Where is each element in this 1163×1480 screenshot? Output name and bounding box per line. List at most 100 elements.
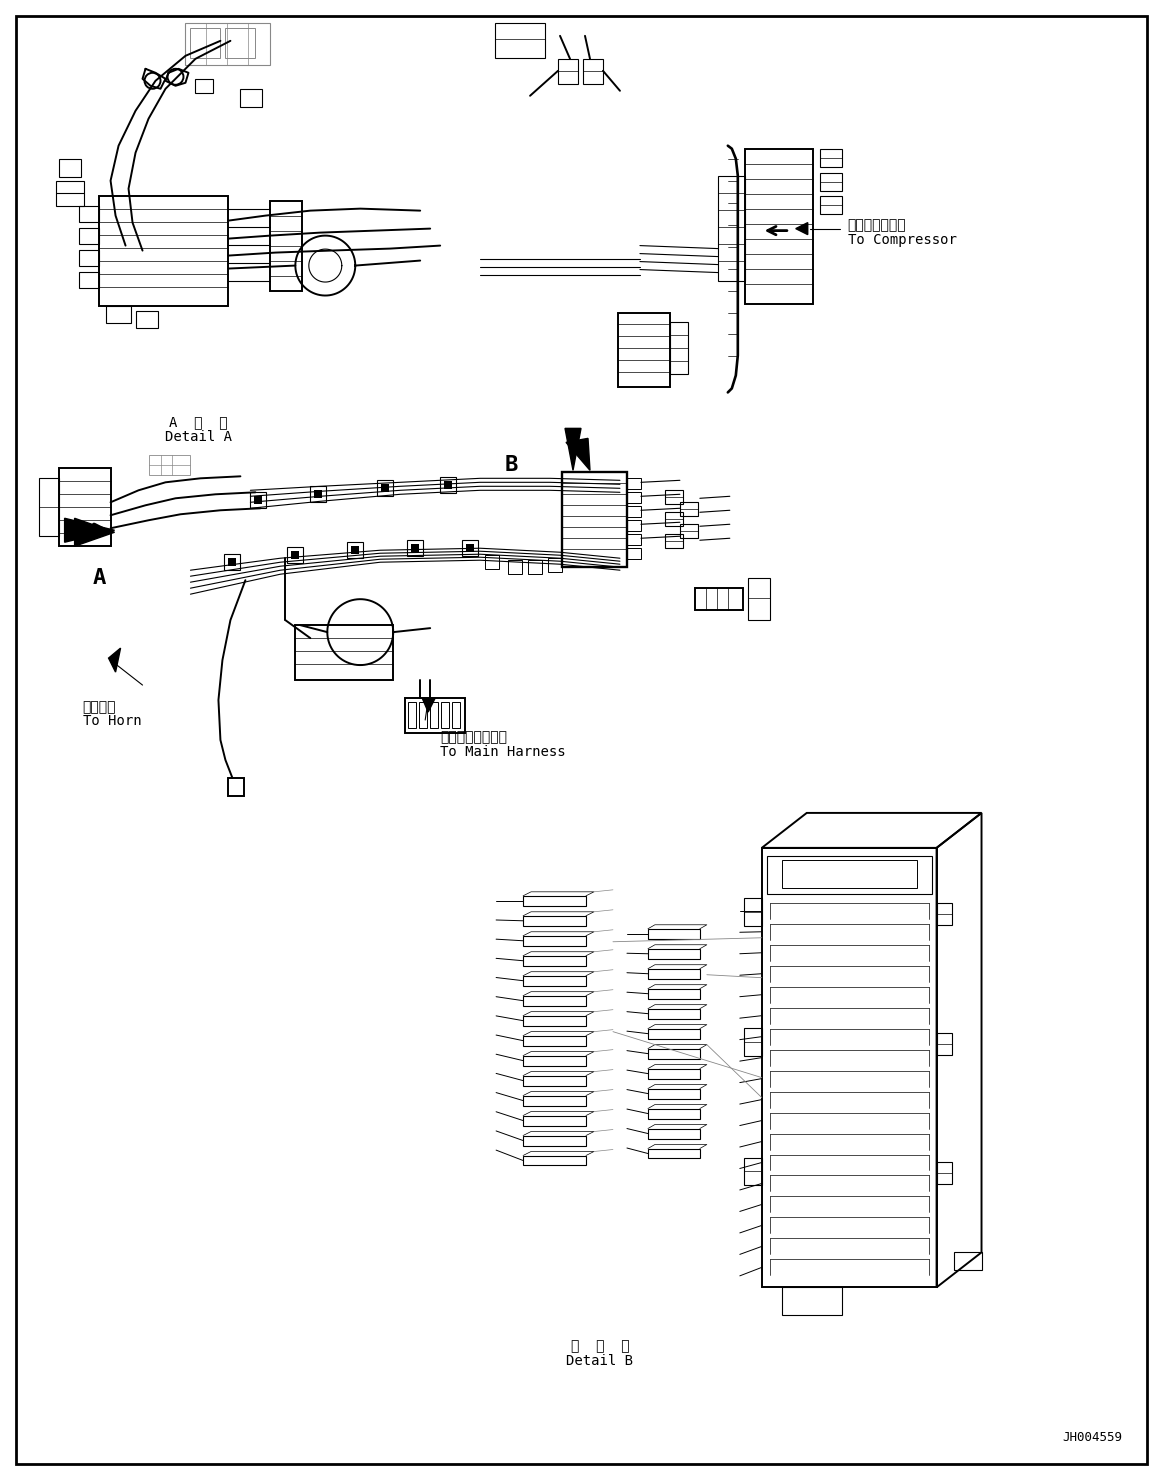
Bar [583, 59, 602, 84]
Bar [38, 478, 58, 536]
Bar [407, 540, 423, 556]
Bar [419, 702, 427, 728]
Bar [936, 1162, 951, 1184]
Bar [287, 548, 304, 564]
Bar [762, 848, 936, 1288]
Bar [665, 490, 683, 505]
Bar [694, 588, 743, 610]
Polygon shape [108, 648, 121, 672]
Bar [508, 561, 522, 574]
Bar [351, 546, 359, 554]
Bar [381, 484, 390, 493]
Bar [79, 250, 99, 265]
Text: コンプレッサへ: コンプレッサへ [848, 219, 906, 232]
Bar [680, 502, 698, 517]
Bar [79, 228, 99, 244]
Bar [58, 158, 80, 176]
Bar [820, 148, 842, 167]
Bar [228, 778, 244, 796]
Bar [185, 22, 270, 65]
Polygon shape [565, 428, 582, 471]
Bar [377, 481, 393, 496]
Bar [292, 551, 299, 559]
Bar [665, 534, 683, 548]
Bar [440, 478, 456, 493]
Text: JH004559: JH004559 [1062, 1431, 1122, 1444]
Bar [106, 305, 130, 324]
Text: A  詳  細: A 詳 細 [169, 416, 228, 429]
Bar [441, 702, 449, 728]
Text: To Horn: To Horn [83, 713, 141, 728]
Bar [718, 176, 744, 281]
Bar [627, 506, 641, 518]
Bar [311, 487, 327, 502]
Text: B: B [505, 456, 519, 475]
Text: Detail B: Detail B [566, 1354, 634, 1369]
Bar [936, 903, 951, 925]
Bar [748, 579, 770, 620]
Bar [99, 195, 228, 305]
Bar [250, 493, 266, 508]
Bar [79, 271, 99, 287]
Bar [56, 181, 84, 206]
Bar [270, 201, 302, 290]
Bar [79, 206, 99, 222]
Bar [314, 490, 322, 499]
Bar [627, 534, 641, 545]
Bar [744, 1027, 762, 1055]
Bar [627, 478, 641, 490]
Bar [408, 702, 416, 728]
Bar [627, 548, 641, 559]
Bar [627, 521, 641, 531]
Bar [452, 702, 461, 728]
Bar [58, 468, 110, 546]
Bar [954, 1252, 982, 1270]
Bar [462, 540, 478, 556]
Polygon shape [74, 518, 115, 546]
Bar [495, 22, 545, 58]
Bar [412, 545, 419, 552]
Bar [224, 554, 241, 570]
Bar [195, 78, 214, 93]
Polygon shape [422, 699, 435, 712]
Bar [255, 496, 263, 505]
Text: Detail A: Detail A [165, 431, 231, 444]
Bar [444, 481, 452, 490]
Bar [766, 855, 932, 894]
Bar [548, 558, 562, 573]
Bar [136, 311, 157, 329]
Bar [936, 1033, 951, 1055]
Bar [782, 1288, 842, 1316]
Bar [744, 898, 762, 926]
Bar [485, 555, 499, 570]
Bar [466, 545, 475, 552]
Bar [665, 512, 683, 527]
Bar [782, 860, 916, 888]
Bar [670, 323, 687, 374]
Text: ホーンへ: ホーンへ [83, 700, 116, 713]
Bar [348, 542, 363, 558]
Bar [627, 493, 641, 503]
Polygon shape [566, 438, 590, 471]
Text: メインハーネスへ: メインハーネスへ [440, 730, 507, 744]
Bar [528, 561, 542, 574]
Bar [558, 59, 578, 84]
Bar [744, 148, 813, 303]
Text: To Compressor: To Compressor [848, 232, 956, 247]
Bar [191, 28, 221, 58]
Bar [405, 699, 465, 733]
Bar [618, 312, 670, 388]
Bar [228, 558, 236, 567]
Text: To Main Harness: To Main Harness [440, 744, 565, 759]
Bar [295, 625, 393, 681]
Text: 日  詳  細: 日 詳 細 [571, 1339, 629, 1353]
Polygon shape [65, 518, 115, 542]
Bar [562, 472, 627, 567]
Bar [820, 173, 842, 191]
Bar [820, 195, 842, 213]
Polygon shape [795, 222, 808, 235]
Bar [226, 28, 256, 58]
Bar [149, 456, 191, 475]
Bar [680, 524, 698, 539]
Bar [241, 89, 263, 107]
